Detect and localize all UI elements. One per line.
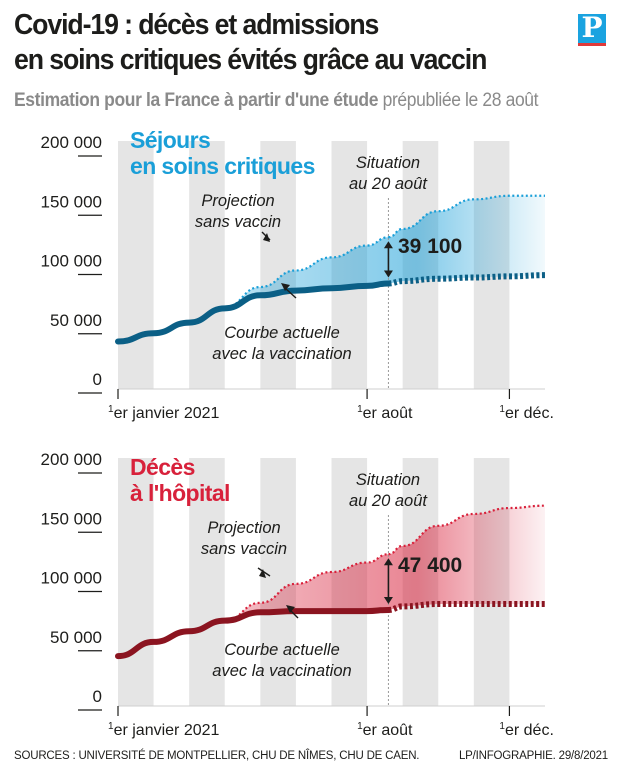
critical-xtick-label: 1er janvier 2021 bbox=[108, 404, 220, 422]
deaths-xtick-label: 1er janvier 2021 bbox=[108, 721, 220, 739]
deaths-gap-area bbox=[118, 505, 545, 657]
critical-arrow-head-up bbox=[383, 241, 393, 249]
critical-month-band bbox=[118, 141, 154, 389]
critical-situation-label: au 20 août bbox=[349, 175, 428, 193]
critical-ytick-label: 100 000 bbox=[41, 252, 102, 271]
deaths-month-band bbox=[118, 458, 154, 706]
critical-projection-label: Projection bbox=[201, 192, 274, 210]
critical-ytick-label: 200 000 bbox=[41, 133, 102, 152]
chart-title: Covid-19 : décès et admissions en soins … bbox=[14, 8, 529, 78]
deaths-ytick-label: 0 bbox=[93, 687, 102, 706]
deaths-current-pointer-head bbox=[286, 605, 295, 613]
deaths-ytick-label: 150 000 bbox=[41, 509, 102, 528]
critical-xtick-label: 1er déc. bbox=[499, 404, 553, 422]
critical-chart-title: Séjours bbox=[130, 127, 210, 153]
footer-sources: SOURCES : UNIVERSITÉ DE MONTPELLIER, CHU… bbox=[14, 750, 420, 762]
subtitle-rest: prépubliée le 28 août bbox=[378, 90, 539, 111]
critical-month-band bbox=[260, 141, 296, 389]
subtitle-bold: Estimation pour la France à partir d'une… bbox=[14, 90, 379, 111]
critical-current-label: Courbe actuelle bbox=[224, 324, 340, 342]
critical-current-pointer-head bbox=[281, 283, 290, 291]
critical-xtick-label: 1er août bbox=[357, 404, 413, 422]
critical-projection-pointer-head bbox=[263, 233, 270, 242]
deaths-difference-value: 47 400 bbox=[398, 554, 462, 577]
deaths-arrow-head-up bbox=[383, 558, 393, 566]
deaths-current-label: avec la vaccination bbox=[212, 662, 351, 680]
deaths-arrow-head-down bbox=[383, 596, 393, 604]
critical-series-current-future bbox=[388, 272, 546, 287]
critical-arrow-head-down bbox=[383, 270, 393, 278]
critical-gap-area bbox=[118, 195, 545, 342]
critical-situation-label: Situation bbox=[356, 154, 420, 172]
critical-current-label: avec la vaccination bbox=[212, 345, 351, 363]
title-line-1: Covid-19 : décès et admissions bbox=[14, 9, 379, 41]
deaths-projection-pointer-head bbox=[259, 569, 266, 578]
critical-current-pointer bbox=[284, 287, 297, 299]
deaths-xtick-label: 1er déc. bbox=[499, 721, 553, 739]
deaths-series-projection-future bbox=[388, 504, 546, 556]
critical-month-band bbox=[189, 141, 225, 389]
deaths-month-band bbox=[260, 458, 296, 706]
chart-critical-care: 0 50 000 100 000 150 000 200 000 1er janvier … bbox=[41, 127, 554, 422]
critical-ytick-label: 150 000 bbox=[41, 192, 102, 211]
deaths-projection-label: sans vaccin bbox=[201, 540, 287, 558]
deaths-projection-label: Projection bbox=[207, 519, 280, 537]
critical-series-projection bbox=[117, 236, 389, 343]
deaths-ytick-label: 50 000 bbox=[50, 628, 102, 647]
deaths-chart-title: à l'hôpital bbox=[130, 480, 230, 506]
deaths-situation-label: Situation bbox=[356, 471, 420, 489]
deaths-current-label: Courbe actuelle bbox=[224, 641, 340, 659]
title-line-2: en soins critiques évités grâce au vacci… bbox=[14, 44, 487, 76]
critical-ytick-label: 0 bbox=[93, 370, 102, 389]
deaths-situation-label: au 20 août bbox=[349, 492, 428, 510]
critical-ytick-label: 50 000 bbox=[50, 311, 102, 330]
footer-credit: LP/INFOGRAPHIE. 29/8/2021 bbox=[458, 750, 608, 762]
logo-letter: P bbox=[581, 11, 603, 44]
deaths-series-current-future bbox=[388, 601, 545, 613]
critical-difference-value: 39 100 bbox=[398, 235, 462, 258]
deaths-chart-title: Décès bbox=[130, 454, 195, 480]
deaths-series-current bbox=[115, 606, 392, 660]
chart-subtitle: Estimation pour la France à partir d'une… bbox=[14, 90, 539, 112]
deaths-xtick-label: 1er août bbox=[357, 721, 413, 739]
deaths-month-band bbox=[189, 458, 225, 706]
deaths-ytick-label: 200 000 bbox=[41, 450, 102, 469]
critical-chart-title: en soins critiques bbox=[130, 153, 315, 179]
critical-series-projection-future bbox=[388, 194, 545, 239]
critical-projection-label: sans vaccin bbox=[195, 213, 281, 231]
le-parisien-logo: P bbox=[578, 11, 606, 46]
critical-series-current bbox=[115, 280, 392, 345]
deaths-ytick-label: 100 000 bbox=[41, 569, 102, 588]
